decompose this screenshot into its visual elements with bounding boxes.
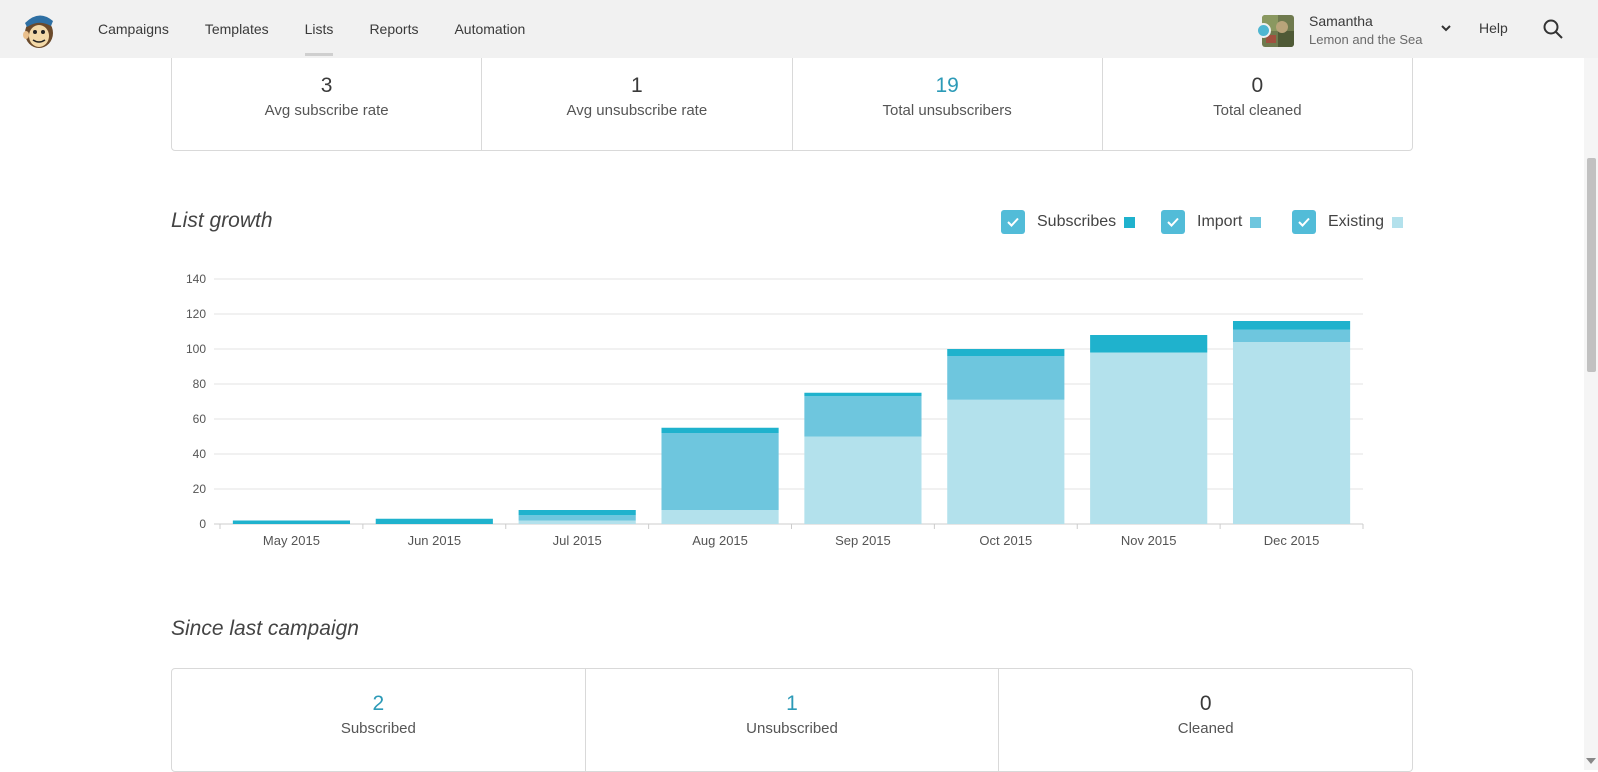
x-tick-label: Dec 2015 <box>1264 533 1320 548</box>
bar-existing <box>661 510 779 524</box>
import-checkbox[interactable] <box>1161 210 1185 234</box>
list-stats-summary: 3 Avg subscribe rate 1 Avg unsubscribe r… <box>171 50 1413 151</box>
bar-subscribes <box>947 349 1065 356</box>
bar-subscribes <box>804 392 922 397</box>
stat-avg-subscribe-rate: 3 Avg subscribe rate <box>172 51 483 150</box>
existing-checkbox[interactable] <box>1292 210 1316 234</box>
chevron-down-icon[interactable] <box>1438 20 1454 36</box>
bar-subscribes <box>1232 321 1351 330</box>
stat-total-cleaned: 0 Total cleaned <box>1103 51 1412 150</box>
stat-label: Cleaned <box>1177 720 1234 737</box>
stat-label: Subscribed <box>340 720 416 737</box>
bar-subscribes <box>232 520 351 524</box>
stat-value: 3 <box>320 74 333 97</box>
x-tick-label: Jul 2015 <box>553 533 602 548</box>
y-tick-label: 0 <box>199 517 206 531</box>
legend-label: Subscribes <box>1037 213 1117 230</box>
checkmark-icon <box>1298 217 1310 227</box>
scroll-down-arrow-icon[interactable] <box>1586 758 1596 764</box>
stat-label: Total unsubscribers <box>882 102 1012 119</box>
stat-value: 0 <box>1251 74 1264 97</box>
bar-import <box>804 396 922 437</box>
nav-lists[interactable]: Lists <box>287 0 352 58</box>
y-tick-label: 80 <box>193 377 207 391</box>
main-nav: Campaigns Templates Lists Reports Automa… <box>80 0 543 58</box>
since-last-campaign-title: Since last campaign <box>171 617 359 640</box>
bar-existing <box>947 399 1065 524</box>
bar-subscribes <box>518 510 636 516</box>
nav-templates[interactable]: Templates <box>204 21 269 37</box>
stat-avg-unsubscribe-rate: 1 Avg unsubscribe rate <box>482 51 793 150</box>
x-tick-label: May 2015 <box>263 533 320 548</box>
legend-swatch <box>1250 216 1262 228</box>
stat-label: Total cleaned <box>1213 102 1302 119</box>
legend-swatch <box>1392 216 1404 228</box>
stat-value: 0 <box>1199 692 1212 715</box>
y-tick-label: 140 <box>186 272 206 286</box>
x-tick-label: Aug 2015 <box>692 533 748 548</box>
checkmark-icon <box>1007 217 1019 227</box>
stat-label: Avg unsubscribe rate <box>566 102 708 119</box>
nav-automation[interactable]: Automation <box>454 21 526 37</box>
y-tick-label: 20 <box>193 482 207 496</box>
x-tick-label: Oct 2015 <box>979 533 1032 548</box>
legend-swatch <box>1124 216 1136 228</box>
legend-import[interactable]: Import <box>1161 210 1262 234</box>
bar-existing <box>804 436 922 524</box>
y-tick-label: 60 <box>193 412 207 426</box>
x-tick-label: Jun 2015 <box>408 533 462 548</box>
stat-value[interactable]: 2 <box>372 692 385 715</box>
checkmark-icon <box>1167 217 1179 227</box>
legend-label: Existing <box>1328 213 1385 230</box>
legend-existing[interactable]: Existing <box>1292 210 1404 234</box>
stat-subscribed[interactable]: 2 Subscribed <box>172 669 586 771</box>
y-tick-label: 120 <box>186 307 206 321</box>
stat-cleaned: 0 Cleaned <box>999 669 1412 771</box>
top-navigation-bar: Campaigns Templates Lists Reports Automa… <box>0 0 1598 58</box>
scrollbar-thumb[interactable] <box>1587 158 1596 372</box>
y-tick-label: 100 <box>186 342 206 356</box>
y-tick-label: 40 <box>193 447 207 461</box>
bar-subscribes <box>661 427 779 433</box>
bar-existing <box>1090 352 1208 524</box>
stat-unsubscribed[interactable]: 1 Unsubscribed <box>586 669 1000 771</box>
bar-import <box>1232 329 1351 342</box>
bar-existing <box>1232 342 1351 524</box>
user-name[interactable]: Samantha <box>1309 13 1373 29</box>
bar-import <box>947 356 1065 400</box>
stat-value: 1 <box>631 74 643 97</box>
mailchimp-logo-icon[interactable] <box>21 11 57 49</box>
list-growth-title: List growth <box>171 209 273 232</box>
nav-campaigns[interactable]: Campaigns <box>98 21 169 37</box>
x-tick-label: Nov 2015 <box>1121 533 1177 548</box>
bar-import <box>661 433 779 510</box>
bar-existing <box>518 520 636 524</box>
notification-dot <box>1256 23 1271 38</box>
subscribes-checkbox[interactable] <box>1001 210 1025 234</box>
list-growth-chart: 0 20 40 60 80 100 120 140 May 2015 Jun 2015 Jul 20… <box>186 272 1364 548</box>
bar-subscribes <box>375 518 493 524</box>
user-organization[interactable]: Lemon and the Sea <box>1309 32 1423 47</box>
bar-import <box>518 515 636 521</box>
stat-value[interactable]: 1 <box>786 692 798 715</box>
search-icon[interactable] <box>1542 18 1564 40</box>
legend-subscribes[interactable]: Subscribes <box>1001 210 1136 234</box>
legend-label: Import <box>1197 213 1243 230</box>
since-last-campaign-stats: 2 Subscribed 1 Unsubscribed 0 Cleaned <box>171 668 1413 772</box>
stat-value[interactable]: 19 <box>935 74 959 97</box>
nav-reports[interactable]: Reports <box>369 21 419 37</box>
stat-total-unsubscribers[interactable]: 19 Total unsubscribers <box>793 51 1103 150</box>
x-tick-label: Sep 2015 <box>835 533 891 548</box>
stat-label: Avg subscribe rate <box>264 102 389 119</box>
stat-label: Unsubscribed <box>746 720 838 737</box>
help-link[interactable]: Help <box>1479 20 1508 36</box>
bar-subscribes <box>1090 335 1208 353</box>
